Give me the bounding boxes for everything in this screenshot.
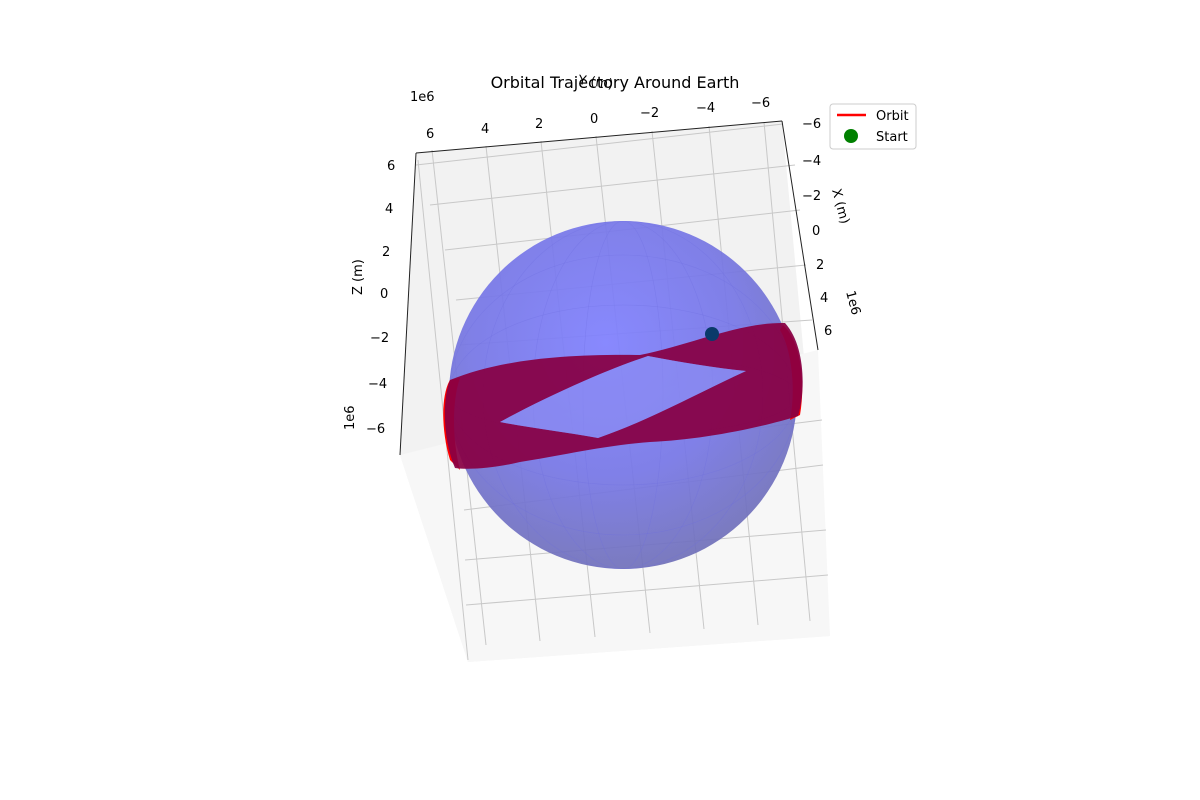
y-offset-text: 1e6: [410, 90, 435, 105]
legend-start-label: Start: [876, 130, 908, 145]
x-tick: 6: [824, 324, 832, 339]
z-tick: −2: [370, 331, 389, 346]
legend: Orbit Start: [829, 103, 917, 150]
y-tick: −4: [696, 101, 715, 116]
y-tick-labels: 6 4 2 0 −2 −4 −6: [426, 96, 770, 142]
axis-edges: [399, 120, 819, 456]
y-tick: 0: [590, 112, 598, 127]
z-tick: 6: [387, 159, 395, 174]
y-axis-label: Y (m): [577, 73, 614, 92]
y-tick: 6: [426, 127, 434, 142]
y-tick: 4: [481, 122, 489, 137]
z-tick: 4: [385, 202, 393, 217]
x-tick: −2: [802, 189, 821, 204]
y-tick: −6: [751, 96, 770, 111]
z-tick: 2: [382, 245, 390, 260]
z-tick: −6: [366, 422, 385, 437]
x-axis-label: X (m): [828, 187, 852, 226]
orbit-band-surface: [444, 322, 803, 469]
z-tick: 0: [380, 287, 388, 302]
z-tick-labels: 6 4 2 0 −2 −4 −6: [366, 159, 395, 437]
x-tick: 0: [812, 224, 820, 239]
x-tick-labels: −6 −4 −2 0 2 4 6: [802, 117, 832, 339]
z-axis-label: Z (m): [351, 259, 366, 295]
x-tick: 2: [816, 258, 824, 273]
legend-orbit-label: Orbit: [876, 109, 909, 124]
orbit-band-inner-hole: [500, 356, 746, 438]
orbit-band: [443, 322, 803, 470]
x-tick: −6: [802, 117, 821, 132]
x-tick: 4: [820, 291, 828, 306]
legend-start-swatch: [844, 129, 858, 143]
start-marker: [705, 327, 719, 341]
y-tick: −2: [640, 106, 659, 121]
y-tick: 2: [535, 117, 543, 132]
chart-title: Orbital Trajectory Around Earth: [491, 73, 740, 92]
z-offset-text: 1e6: [343, 405, 358, 430]
x-tick: −4: [802, 154, 821, 169]
x-offset-text: 1e6: [842, 289, 863, 317]
z-tick: −4: [368, 377, 387, 392]
